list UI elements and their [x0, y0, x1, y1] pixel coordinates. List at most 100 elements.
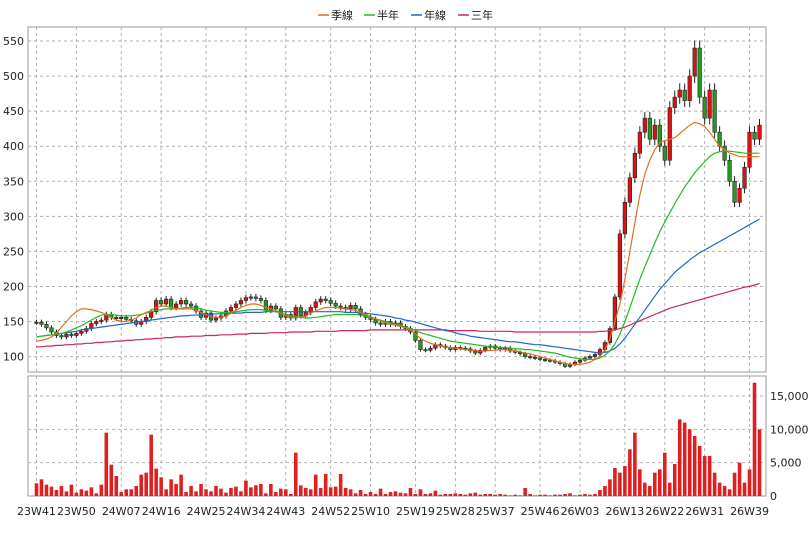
volume-bar	[618, 472, 622, 496]
volume-bar	[189, 486, 193, 496]
candle-body	[248, 296, 253, 299]
candle	[144, 314, 149, 325]
volume-bar	[613, 468, 617, 496]
volume-bar	[219, 488, 223, 496]
candle-body	[667, 107, 672, 161]
candle-body	[293, 307, 298, 319]
candle	[732, 176, 737, 208]
volume-bar	[692, 436, 697, 496]
x-tick-label: 23W50	[57, 505, 96, 518]
volume-bar	[747, 469, 752, 496]
volume-bar	[458, 494, 463, 496]
candle	[652, 119, 657, 146]
candle-body	[538, 357, 543, 360]
x-axis: 23W41 23W50 24W07 24W16 24W25 24W34 24W43 24W52…	[17, 505, 769, 518]
volume-bar	[139, 474, 144, 496]
candle	[34, 319, 39, 325]
candle-body	[637, 131, 642, 154]
candle-body	[672, 96, 677, 108]
candle-body	[338, 305, 343, 308]
volume-bar	[89, 487, 94, 496]
volume-bar	[234, 486, 238, 496]
candle	[597, 347, 603, 357]
volume-bar	[378, 488, 383, 496]
volume-bar	[558, 494, 562, 496]
x-tick-label: 26W22	[645, 505, 684, 518]
candle-body	[712, 89, 717, 133]
volume-bar	[523, 488, 527, 496]
price-tick-label: 100	[3, 351, 24, 364]
volume-bar	[677, 419, 682, 496]
volume-bar	[284, 489, 288, 496]
volume-bar	[518, 495, 522, 496]
candle-body	[533, 356, 538, 359]
candle-body	[114, 317, 119, 320]
volume-bar	[64, 491, 69, 496]
volume-bar	[667, 482, 672, 496]
candle-body	[313, 301, 318, 308]
candle-body	[423, 349, 428, 352]
volume-bar	[463, 494, 468, 496]
candle-body	[528, 356, 533, 359]
candle-body	[543, 359, 548, 361]
volume-bar	[69, 484, 74, 496]
x-tick-label: 26W39	[730, 505, 769, 518]
x-tick-label: 24W43	[266, 505, 305, 518]
candle	[677, 83, 682, 104]
volume-bar	[84, 490, 89, 496]
volume-bar	[453, 493, 458, 496]
candle-body	[228, 307, 234, 312]
candle	[637, 126, 642, 159]
volume-bar	[448, 494, 453, 496]
candle	[752, 126, 757, 146]
volume-bar	[214, 486, 218, 496]
volume-bar	[712, 472, 717, 496]
volume-bar	[229, 488, 233, 496]
volume-bar	[144, 472, 148, 496]
volume-bar	[254, 485, 258, 496]
candle-body	[642, 117, 647, 133]
candle	[533, 355, 538, 360]
candle-body	[483, 347, 488, 351]
volume-axis: 0 5,000 10,000 15,000	[770, 390, 808, 503]
price-axis: 100 150 200 250 300 350 400 450 500 550	[3, 35, 24, 364]
volume-bar	[373, 494, 378, 496]
volume-bar	[493, 494, 498, 496]
candle	[44, 321, 49, 331]
volume-bar	[328, 487, 333, 496]
volume-bar	[313, 474, 318, 496]
volume-bar	[533, 495, 537, 496]
candle-body	[308, 307, 313, 313]
candle	[253, 293, 258, 302]
x-tick-label: 26W03	[561, 505, 600, 518]
volume-bar	[164, 489, 168, 496]
legend-item: 三年	[458, 8, 493, 22]
candle-body	[39, 321, 44, 325]
volume-bar	[209, 491, 213, 496]
volume-bar	[662, 452, 667, 496]
candle-body	[742, 166, 747, 189]
candle-body	[59, 335, 64, 338]
candle-body	[378, 322, 383, 325]
candle	[662, 140, 667, 166]
volume-bar	[433, 490, 438, 496]
volume-bar	[99, 484, 104, 496]
candle	[39, 319, 44, 327]
price-panel	[27, 26, 767, 373]
candle-body	[34, 321, 39, 324]
grid-lines	[28, 27, 766, 496]
candle	[702, 90, 707, 125]
volume-bar	[288, 494, 293, 496]
candle	[612, 293, 617, 331]
x-tick-label: 23W41	[17, 505, 56, 518]
candle-body	[752, 131, 757, 140]
candle-body	[617, 233, 622, 298]
volume-bar	[308, 489, 313, 496]
candle-body	[737, 187, 742, 203]
price-tick-label: 500	[3, 70, 24, 83]
candle-body	[418, 340, 423, 350]
x-tick-label: 25W10	[351, 505, 390, 518]
volume-bar	[608, 479, 612, 496]
candle	[154, 297, 159, 315]
volume-bar	[428, 493, 433, 496]
